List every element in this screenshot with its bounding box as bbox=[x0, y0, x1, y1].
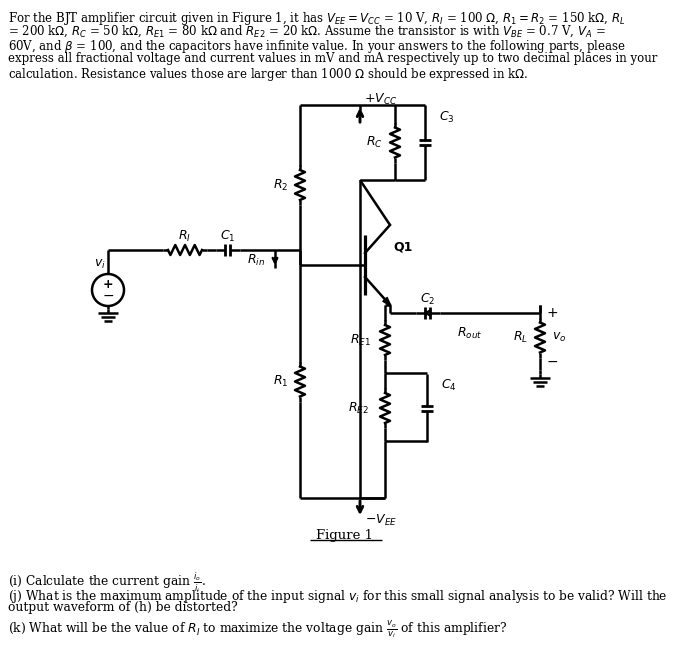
Text: $R_2$: $R_2$ bbox=[273, 177, 288, 192]
Text: (j) What is the maximum amplitude of the input signal $\mathit{v}_i$ for this sm: (j) What is the maximum amplitude of the… bbox=[8, 588, 668, 605]
Text: calculation. Resistance values those are larger than 1000 $\Omega$ should be exp: calculation. Resistance values those are… bbox=[8, 66, 529, 83]
Text: $C_4$: $C_4$ bbox=[441, 378, 457, 393]
Text: For the BJT amplifier circuit given in Figure 1, it has $\mathit{V}_{EE} = \math: For the BJT amplifier circuit given in F… bbox=[8, 10, 625, 27]
Text: (k) What will be the value of $\mathit{R}_I$ to maximize the voltage gain $\frac: (k) What will be the value of $\mathit{R… bbox=[8, 619, 507, 640]
Text: (i) Calculate the current gain $\frac{\mathit{i}_o}{\mathit{i}_i}$.: (i) Calculate the current gain $\frac{\m… bbox=[8, 570, 206, 595]
Text: $- V_{EE}$: $- V_{EE}$ bbox=[365, 513, 397, 528]
Text: Figure 1: Figure 1 bbox=[316, 529, 374, 542]
Text: $v_i$: $v_i$ bbox=[94, 258, 106, 271]
Text: $R_1$: $R_1$ bbox=[272, 374, 288, 389]
Text: Q1: Q1 bbox=[393, 241, 413, 254]
Text: express all fractional voltage and current values in mV and mA respectively up t: express all fractional voltage and curre… bbox=[8, 52, 657, 65]
Text: $C_2$: $C_2$ bbox=[420, 291, 435, 306]
Text: 60V, and $\beta$ = 100, and the capacitors have infinite value. In your answers : 60V, and $\beta$ = 100, and the capacito… bbox=[8, 38, 626, 55]
Text: $C_3$: $C_3$ bbox=[439, 109, 455, 125]
Text: $R_C$: $R_C$ bbox=[366, 135, 383, 150]
Text: $C_1$: $C_1$ bbox=[220, 229, 236, 244]
Text: $+V_{CC}$: $+V_{CC}$ bbox=[364, 92, 397, 107]
Text: $R_{E2}$: $R_{E2}$ bbox=[348, 401, 369, 416]
Text: output waveform of (h) be distorted?: output waveform of (h) be distorted? bbox=[8, 601, 238, 614]
Text: −: − bbox=[546, 355, 558, 369]
Text: $R_{E1}$: $R_{E1}$ bbox=[350, 332, 371, 347]
Text: $R_{in}$: $R_{in}$ bbox=[247, 252, 265, 268]
Text: +: + bbox=[546, 306, 558, 320]
Text: +: + bbox=[103, 277, 113, 291]
Text: = 200 k$\Omega$, $\mathit{R}_C$ = 50 k$\Omega$, $\mathit{R}_{E1}$ = 80 k$\Omega$: = 200 k$\Omega$, $\mathit{R}_C$ = 50 k$\… bbox=[8, 24, 606, 40]
Text: $R_{out}$: $R_{out}$ bbox=[457, 326, 482, 341]
Text: $v_o$: $v_o$ bbox=[552, 331, 567, 344]
Text: −: − bbox=[102, 289, 114, 303]
Text: $R_L$: $R_L$ bbox=[513, 330, 528, 345]
Text: $R_I$: $R_I$ bbox=[178, 229, 191, 244]
